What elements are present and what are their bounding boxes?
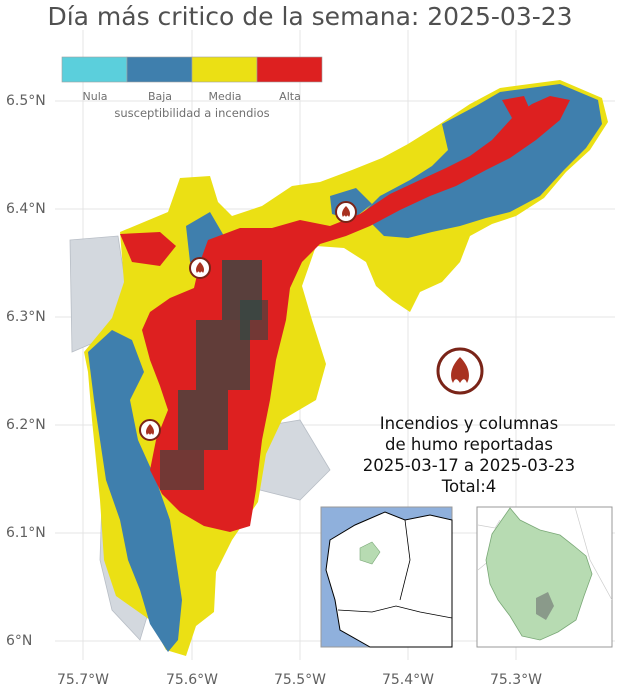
susceptibility-alta <box>120 232 176 266</box>
x-tick-label: 75.6°W <box>165 672 218 688</box>
fire-icon <box>436 347 484 395</box>
y-tick-label: 6.3°N <box>6 309 46 325</box>
map-title: Día más critico de la semana: 2025-03-23 <box>47 2 573 31</box>
x-tick-label: 75.7°W <box>56 672 109 688</box>
fire-icon <box>189 257 211 279</box>
legend-label-alta: Alta <box>279 90 301 103</box>
legend-label-nula: Nula <box>82 90 108 103</box>
inset-country <box>320 506 453 648</box>
inset-department <box>476 506 613 648</box>
report-line: de humo reportadas <box>385 435 553 454</box>
y-tick-label: 6.2°N <box>6 417 46 433</box>
y-tick-label: 6.4°N <box>6 201 46 217</box>
legend-label-media: Media <box>208 90 242 103</box>
fire-report-summary: Incendios y columnas de humo reportadas … <box>340 413 598 497</box>
y-tick-label: 6.1°N <box>6 525 46 541</box>
susceptibility-alta <box>142 96 570 532</box>
x-tick-label: 75.4°W <box>381 672 434 688</box>
x-tick-label: 75.5°W <box>273 672 326 688</box>
x-tick-label: 75.3°W <box>489 672 542 688</box>
critical-core <box>160 260 268 490</box>
legend-label-baja: Baja <box>147 90 173 103</box>
legend-title: susceptibilidad a incendios <box>114 106 270 120</box>
report-line: Incendios y columnas <box>379 414 559 433</box>
susceptibility-baja <box>88 330 182 652</box>
fire-icon <box>139 419 161 441</box>
susceptibility-alta <box>502 96 530 118</box>
fire-icon <box>335 201 357 223</box>
y-tick-label: 6.5°N <box>6 93 46 109</box>
y-tick-label: 6°N <box>6 633 33 649</box>
report-date-range: 2025-03-17 a 2025-03-23 <box>362 456 576 475</box>
report-total: Total:4 <box>441 477 497 496</box>
susceptibility-baja <box>186 212 224 270</box>
legend-bar <box>61 56 323 83</box>
